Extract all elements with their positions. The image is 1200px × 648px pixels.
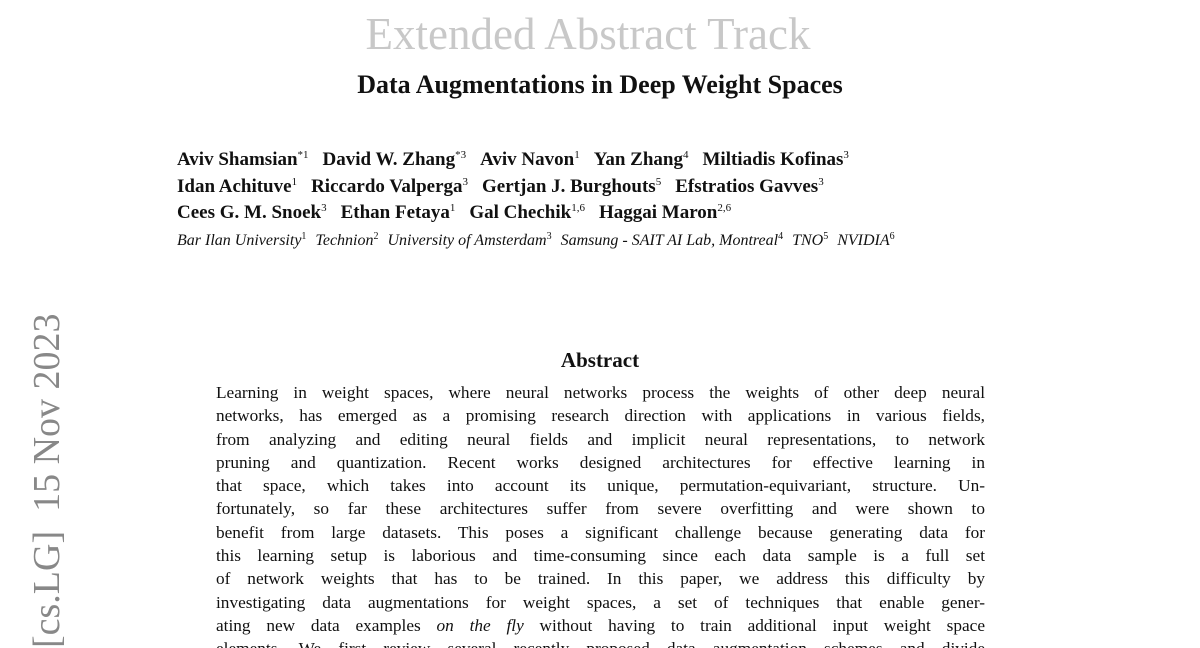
author: Yan Zhang4 — [594, 149, 689, 170]
text-line: ating new data examples on the fly witho… — [216, 614, 985, 637]
author-name: Idan Achituve — [177, 176, 292, 197]
affiliation-name: TNO — [792, 232, 824, 249]
affiliation-sup: 4 — [778, 231, 784, 242]
text-line: networks, has emerged as a promising res… — [216, 406, 985, 426]
text-line: investigating data augmentations for wei… — [216, 592, 985, 612]
text-line: from analyzing and editing neural fields… — [216, 429, 985, 449]
author: Gertjan J. Burghouts5 — [482, 176, 661, 197]
text-run: ating new data examples — [216, 615, 437, 635]
author: Cees G. M. Snoek3 — [177, 202, 327, 223]
author: Riccardo Valperga3 — [311, 176, 468, 197]
affiliation-sup: 5 — [823, 231, 829, 242]
author-name: Cees G. M. Snoek — [177, 202, 322, 223]
author-sup: 3 — [818, 176, 824, 188]
author: Gal Chechik1,6 — [469, 202, 585, 223]
affiliation: NVIDIA6 — [837, 231, 895, 249]
author-name: Gal Chechik — [469, 202, 572, 223]
author-sup: 1 — [291, 176, 298, 188]
text-line: of network weights that has to be traine… — [216, 569, 985, 589]
affiliation: Bar Ilan University1 — [177, 231, 307, 249]
author-name: David W. Zhang — [322, 149, 456, 170]
affiliation-name: NVIDIA — [837, 232, 890, 249]
affiliation-name: Bar Ilan University — [177, 232, 302, 249]
author-name: Yan Zhang — [593, 149, 683, 170]
author: Aviv Navon1 — [480, 149, 580, 170]
text-line: elements. We first review several recent… — [216, 637, 985, 648]
author-name: Miltiadis Kofinas — [702, 149, 844, 170]
author-sup: 2,6 — [717, 202, 732, 214]
author-line: Idan Achituve1 Riccardo Valperga3 Gertjan … — [177, 176, 838, 198]
affiliation: University of Amsterdam3 — [387, 231, 552, 249]
text-line: this learning setup is laborious and tim… — [216, 546, 985, 566]
author-sup: 3 — [321, 202, 327, 214]
author-sup: 1,6 — [571, 202, 585, 214]
track-label: Extended Abstract Track — [365, 9, 811, 59]
author: Haggai Maron2,6 — [599, 202, 731, 223]
affiliation-name: University of Amsterdam — [387, 232, 547, 249]
affiliation-name: Samsung - SAIT AI Lab, Montreal — [560, 232, 779, 249]
text-run: on the fly — [436, 615, 524, 635]
author-sup: 3 — [843, 149, 849, 161]
author-name: Haggai Maron — [598, 202, 718, 223]
author-name: Aviv Shamsian — [177, 149, 298, 170]
author-sup: 1 — [574, 149, 580, 161]
author-name: Efstratios Gavves — [675, 176, 819, 197]
author-sup: 1 — [449, 202, 456, 214]
affiliation-sup: 3 — [546, 231, 552, 242]
author: Aviv Shamsian*1 — [177, 149, 309, 170]
text-line: Learning in weight spaces, where neural … — [216, 383, 985, 402]
text-line: that space, which takes into account its… — [216, 476, 985, 496]
author-sup: *3 — [455, 149, 467, 161]
paper-title: Data Augmentations in Deep Weight Spaces — [357, 70, 843, 99]
author-name: Aviv Navon — [480, 149, 575, 170]
author-sup: *1 — [297, 149, 309, 161]
affiliation-sup: 2 — [373, 231, 379, 242]
author: Idan Achituve1 — [177, 176, 297, 197]
abstract-body: Learning in weight spaces, where neural … — [216, 381, 985, 648]
author-name: Gertjan J. Burghouts — [482, 176, 656, 197]
affiliation: TNO5 — [792, 231, 829, 249]
affiliation: Technion2 — [315, 231, 379, 249]
text-run: without having to train additional input… — [523, 615, 985, 635]
text-line: benefit from large datasets. This poses … — [216, 522, 985, 542]
affiliations: Bar Ilan University1 Technion2 University … — [177, 231, 904, 250]
affiliation: Samsung - SAIT AI Lab, Montreal4 — [560, 231, 784, 249]
author-sup: 4 — [682, 149, 689, 161]
text-line: pruning and quantization. Recent works d… — [216, 452, 985, 472]
author-sup: 3 — [462, 176, 469, 188]
text-line: fortunately, so far these architectures … — [216, 499, 985, 519]
abstract-heading: Abstract — [560, 348, 640, 372]
author-line: Cees G. M. Snoek3 Ethan Fetaya1 Gal Chechi… — [177, 202, 745, 224]
author: David W. Zhang*3 — [323, 149, 467, 170]
author: Miltiadis Kofinas3 — [702, 149, 848, 170]
author-line: Aviv Shamsian*1 David W. Zhang*3 Aviv Navo… — [177, 149, 863, 171]
affiliation-sup: 6 — [889, 231, 895, 242]
affiliation-sup: 1 — [301, 231, 307, 242]
author-name: Ethan Fetaya — [340, 202, 450, 223]
author: Ethan Fetaya1 — [341, 202, 456, 223]
author: Efstratios Gavves3 — [675, 176, 824, 197]
affiliation-name: Technion — [315, 232, 374, 249]
author-sup: 5 — [655, 176, 662, 188]
author-name: Riccardo Valperga — [311, 176, 463, 197]
